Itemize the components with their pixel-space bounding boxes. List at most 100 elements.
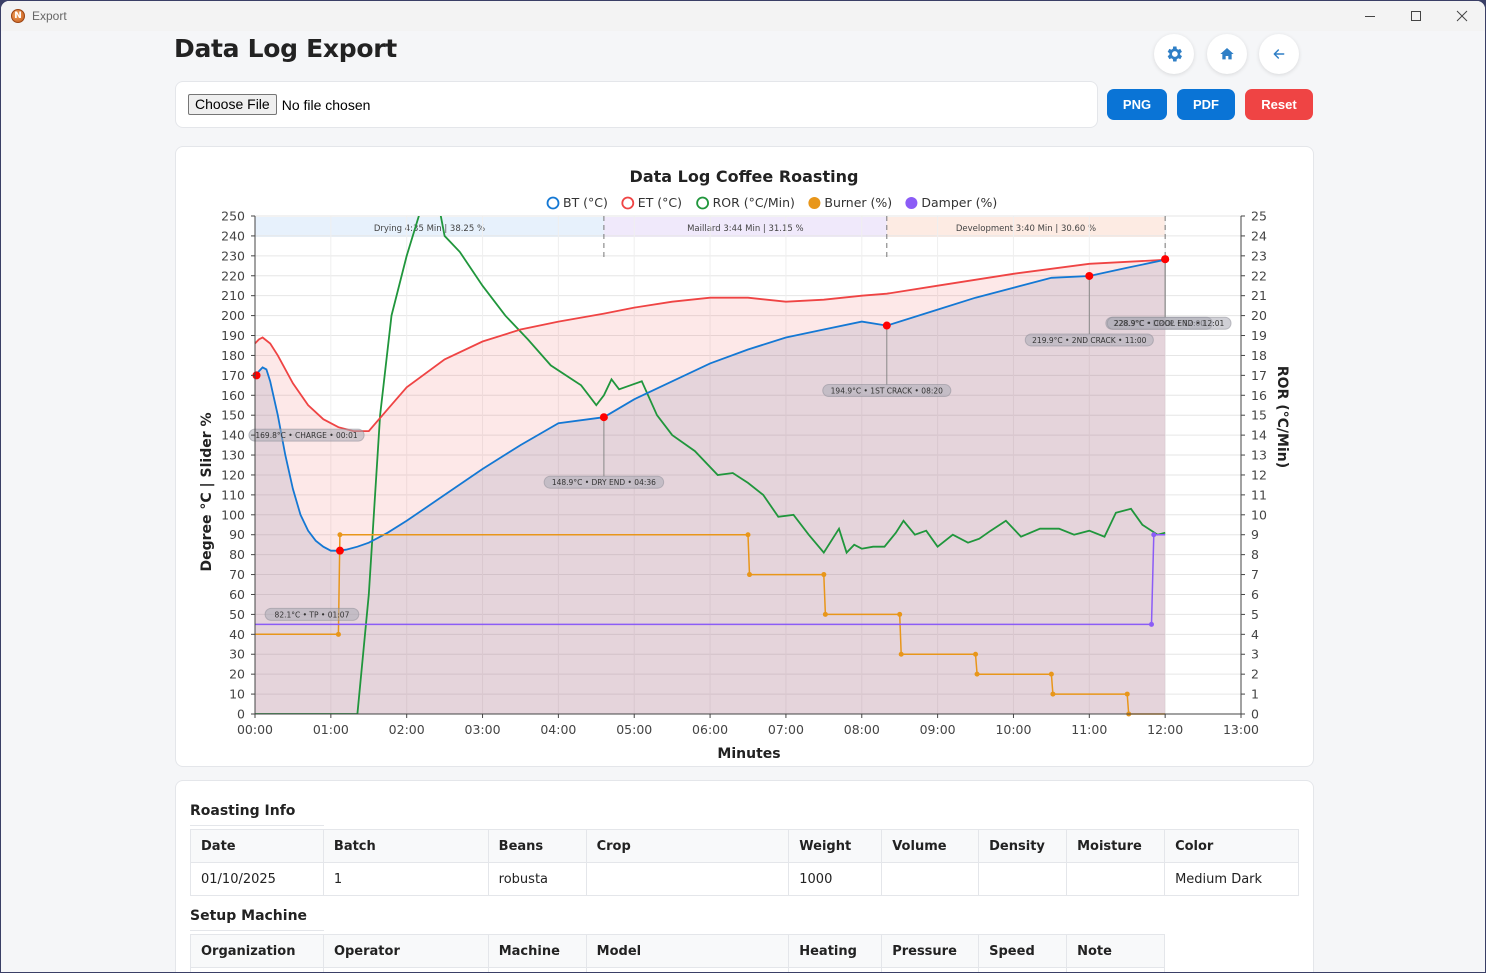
setup-machine-table: Organization Operator Machine Model Heating P… xyxy=(190,934,1165,972)
setup-machine-title: Setup Machine xyxy=(190,908,324,931)
burner-point xyxy=(335,631,341,637)
choose-file-button[interactable]: Choose File xyxy=(188,94,277,115)
y-tick-label: 40 xyxy=(229,627,245,642)
y2-tick-label: 12 xyxy=(1251,467,1267,482)
x-tick-label: 04:00 xyxy=(540,722,576,737)
table-cell xyxy=(322,967,489,972)
column-header: Pressure xyxy=(881,934,980,968)
reset-button[interactable]: Reset xyxy=(1245,89,1313,120)
x-tick-label: 01:00 xyxy=(313,722,349,737)
y-tick-label: 240 xyxy=(221,228,245,243)
settings-button[interactable] xyxy=(1154,34,1194,74)
legend-label: BT (°C) xyxy=(563,195,608,210)
chart-legend: BT (°C) ET (°C) ROR (°C/Min) Burner (%) Damp… xyxy=(546,195,997,210)
event-label-bg xyxy=(543,475,665,489)
event-label-text: 228.9°C • COOL END • 12:01 xyxy=(1114,319,1224,328)
y-tick-label: 170 xyxy=(221,368,245,383)
table-cell: Medium Dark xyxy=(1164,862,1299,896)
ror-line xyxy=(255,216,1166,714)
legend-item: ROR (°C/Min) xyxy=(696,195,795,210)
export-png-button[interactable]: PNG xyxy=(1107,89,1167,120)
minimize-button[interactable] xyxy=(1347,1,1393,31)
y-tick-label: 20 xyxy=(229,667,245,682)
table-cell: 01/10/2025 xyxy=(190,862,324,896)
column-header: Weight xyxy=(788,829,883,863)
table-cell xyxy=(978,862,1068,896)
maximize-icon xyxy=(1411,11,1421,21)
column-header: Moisture xyxy=(1066,829,1166,863)
event-label: 82.1°C • TP • 01:07 xyxy=(264,607,360,621)
burner-point xyxy=(973,651,979,657)
table-cell xyxy=(881,862,980,896)
y-tick-label: 70 xyxy=(229,567,245,582)
y2-tick-label: 9 xyxy=(1251,527,1259,542)
phase-band-development xyxy=(886,217,1166,237)
y2-tick-label: 14 xyxy=(1251,428,1267,443)
maximize-button[interactable] xyxy=(1393,1,1439,31)
event-label-bg xyxy=(264,607,360,621)
y-tick-label: 130 xyxy=(221,448,245,463)
event-marker xyxy=(599,413,608,422)
chart-title: Data Log Coffee Roasting xyxy=(630,167,859,186)
y2-tick-label: 11 xyxy=(1251,487,1267,502)
column-header: Model xyxy=(585,934,790,968)
event-label: 169.8°C • CHARGE • 00:01 xyxy=(248,428,365,442)
x-tick-label: 03:00 xyxy=(465,722,501,737)
y-tick-label: 190 xyxy=(221,328,245,343)
burner-point xyxy=(822,611,828,617)
x-tick-label: 08:00 xyxy=(844,722,880,737)
y2-tick-label: 21 xyxy=(1251,288,1267,303)
y2-tick-label: 20 xyxy=(1251,308,1267,323)
table-cell xyxy=(585,967,790,972)
y-tick-label: 80 xyxy=(229,547,245,562)
y2-tick-label: 18 xyxy=(1251,348,1267,363)
y2-tick-label: 5 xyxy=(1251,607,1259,622)
event-marker xyxy=(1085,271,1094,280)
damper-point xyxy=(1151,532,1157,538)
phase-band-maillard xyxy=(603,217,887,237)
event-marker xyxy=(335,546,344,555)
column-header: Batch xyxy=(322,829,489,863)
burner-point xyxy=(1124,691,1130,697)
burner-point xyxy=(337,532,343,538)
x-tick-label: 11:00 xyxy=(1071,722,1107,737)
y2-tick-label: 16 xyxy=(1251,388,1267,403)
x-tick-label: 02:00 xyxy=(389,722,425,737)
legend-label: Burner (%) xyxy=(824,195,892,210)
close-icon xyxy=(1456,10,1468,22)
y-tick-label: 230 xyxy=(221,248,245,263)
column-header: Speed xyxy=(978,934,1068,968)
close-button[interactable] xyxy=(1439,1,1485,31)
roasting-info-table: Date Batch Beans Crop Weight Volume Density Moi… xyxy=(190,829,1299,896)
table-cell xyxy=(487,967,587,972)
home-button[interactable] xyxy=(1207,34,1247,74)
export-pdf-button[interactable]: PDF xyxy=(1177,89,1235,120)
column-header: Density xyxy=(978,829,1068,863)
x-tick-label: 10:00 xyxy=(995,722,1031,737)
legend-label: ROR (°C/Min) xyxy=(713,195,795,210)
y2-tick-label: 2 xyxy=(1251,667,1259,682)
legend-label: ET (°C) xyxy=(638,195,682,210)
y2-tick-label: 22 xyxy=(1251,268,1267,283)
y2-tick-label: 0 xyxy=(1251,707,1259,722)
y2-tick-label: 3 xyxy=(1251,647,1259,662)
y-tick-label: 120 xyxy=(221,467,245,482)
event-label-text: 169.8°C • CHARGE • 00:01 xyxy=(255,431,357,440)
phase-band-drying xyxy=(255,217,604,237)
event-label-bg xyxy=(248,428,365,442)
event-label-bg xyxy=(1106,316,1232,330)
column-header: Color xyxy=(1164,829,1299,863)
burner-point xyxy=(1050,691,1056,697)
roasting-info-title: Roasting Info xyxy=(190,803,324,826)
legend-ring-icon xyxy=(621,196,635,210)
column-header: Volume xyxy=(881,829,980,863)
damper-point xyxy=(1149,621,1155,627)
burner-point xyxy=(747,572,753,578)
gear-icon xyxy=(1167,46,1182,62)
legend-item: BT (°C) xyxy=(546,195,608,210)
back-button[interactable] xyxy=(1259,34,1299,74)
y2-tick-label: 6 xyxy=(1251,587,1259,602)
y-tick-label: 30 xyxy=(229,647,245,662)
column-header: Machine xyxy=(487,934,587,968)
minimize-icon xyxy=(1365,16,1375,17)
